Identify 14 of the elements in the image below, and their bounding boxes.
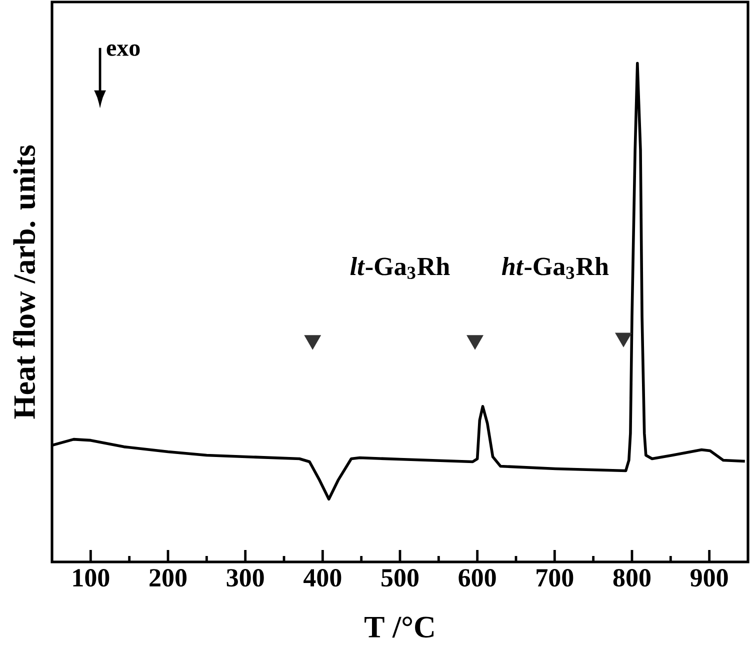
text: exo: [106, 44, 140, 56]
x-tick-label: 400: [304, 569, 342, 587]
x-tick-label: 700: [536, 569, 574, 587]
x-tick-label: 500: [382, 569, 419, 587]
x-tick-label: 100: [73, 569, 110, 587]
x-tick-label: 800: [613, 569, 650, 587]
x-tick-label: 900: [690, 569, 728, 587]
x-tick-label: 300: [226, 569, 264, 587]
x-tick-label: 200: [150, 569, 187, 587]
x-axis-title: T /°C: [364, 616, 434, 638]
annotation: ht-Ga$_{3}$Rh: [502, 256, 609, 280]
annotation: lt-Ga$_{3}$Rh: [350, 256, 450, 280]
x-tick-label: 600: [458, 569, 496, 587]
y-axis-title: Heat flow /arb. units: [12, 145, 36, 419]
